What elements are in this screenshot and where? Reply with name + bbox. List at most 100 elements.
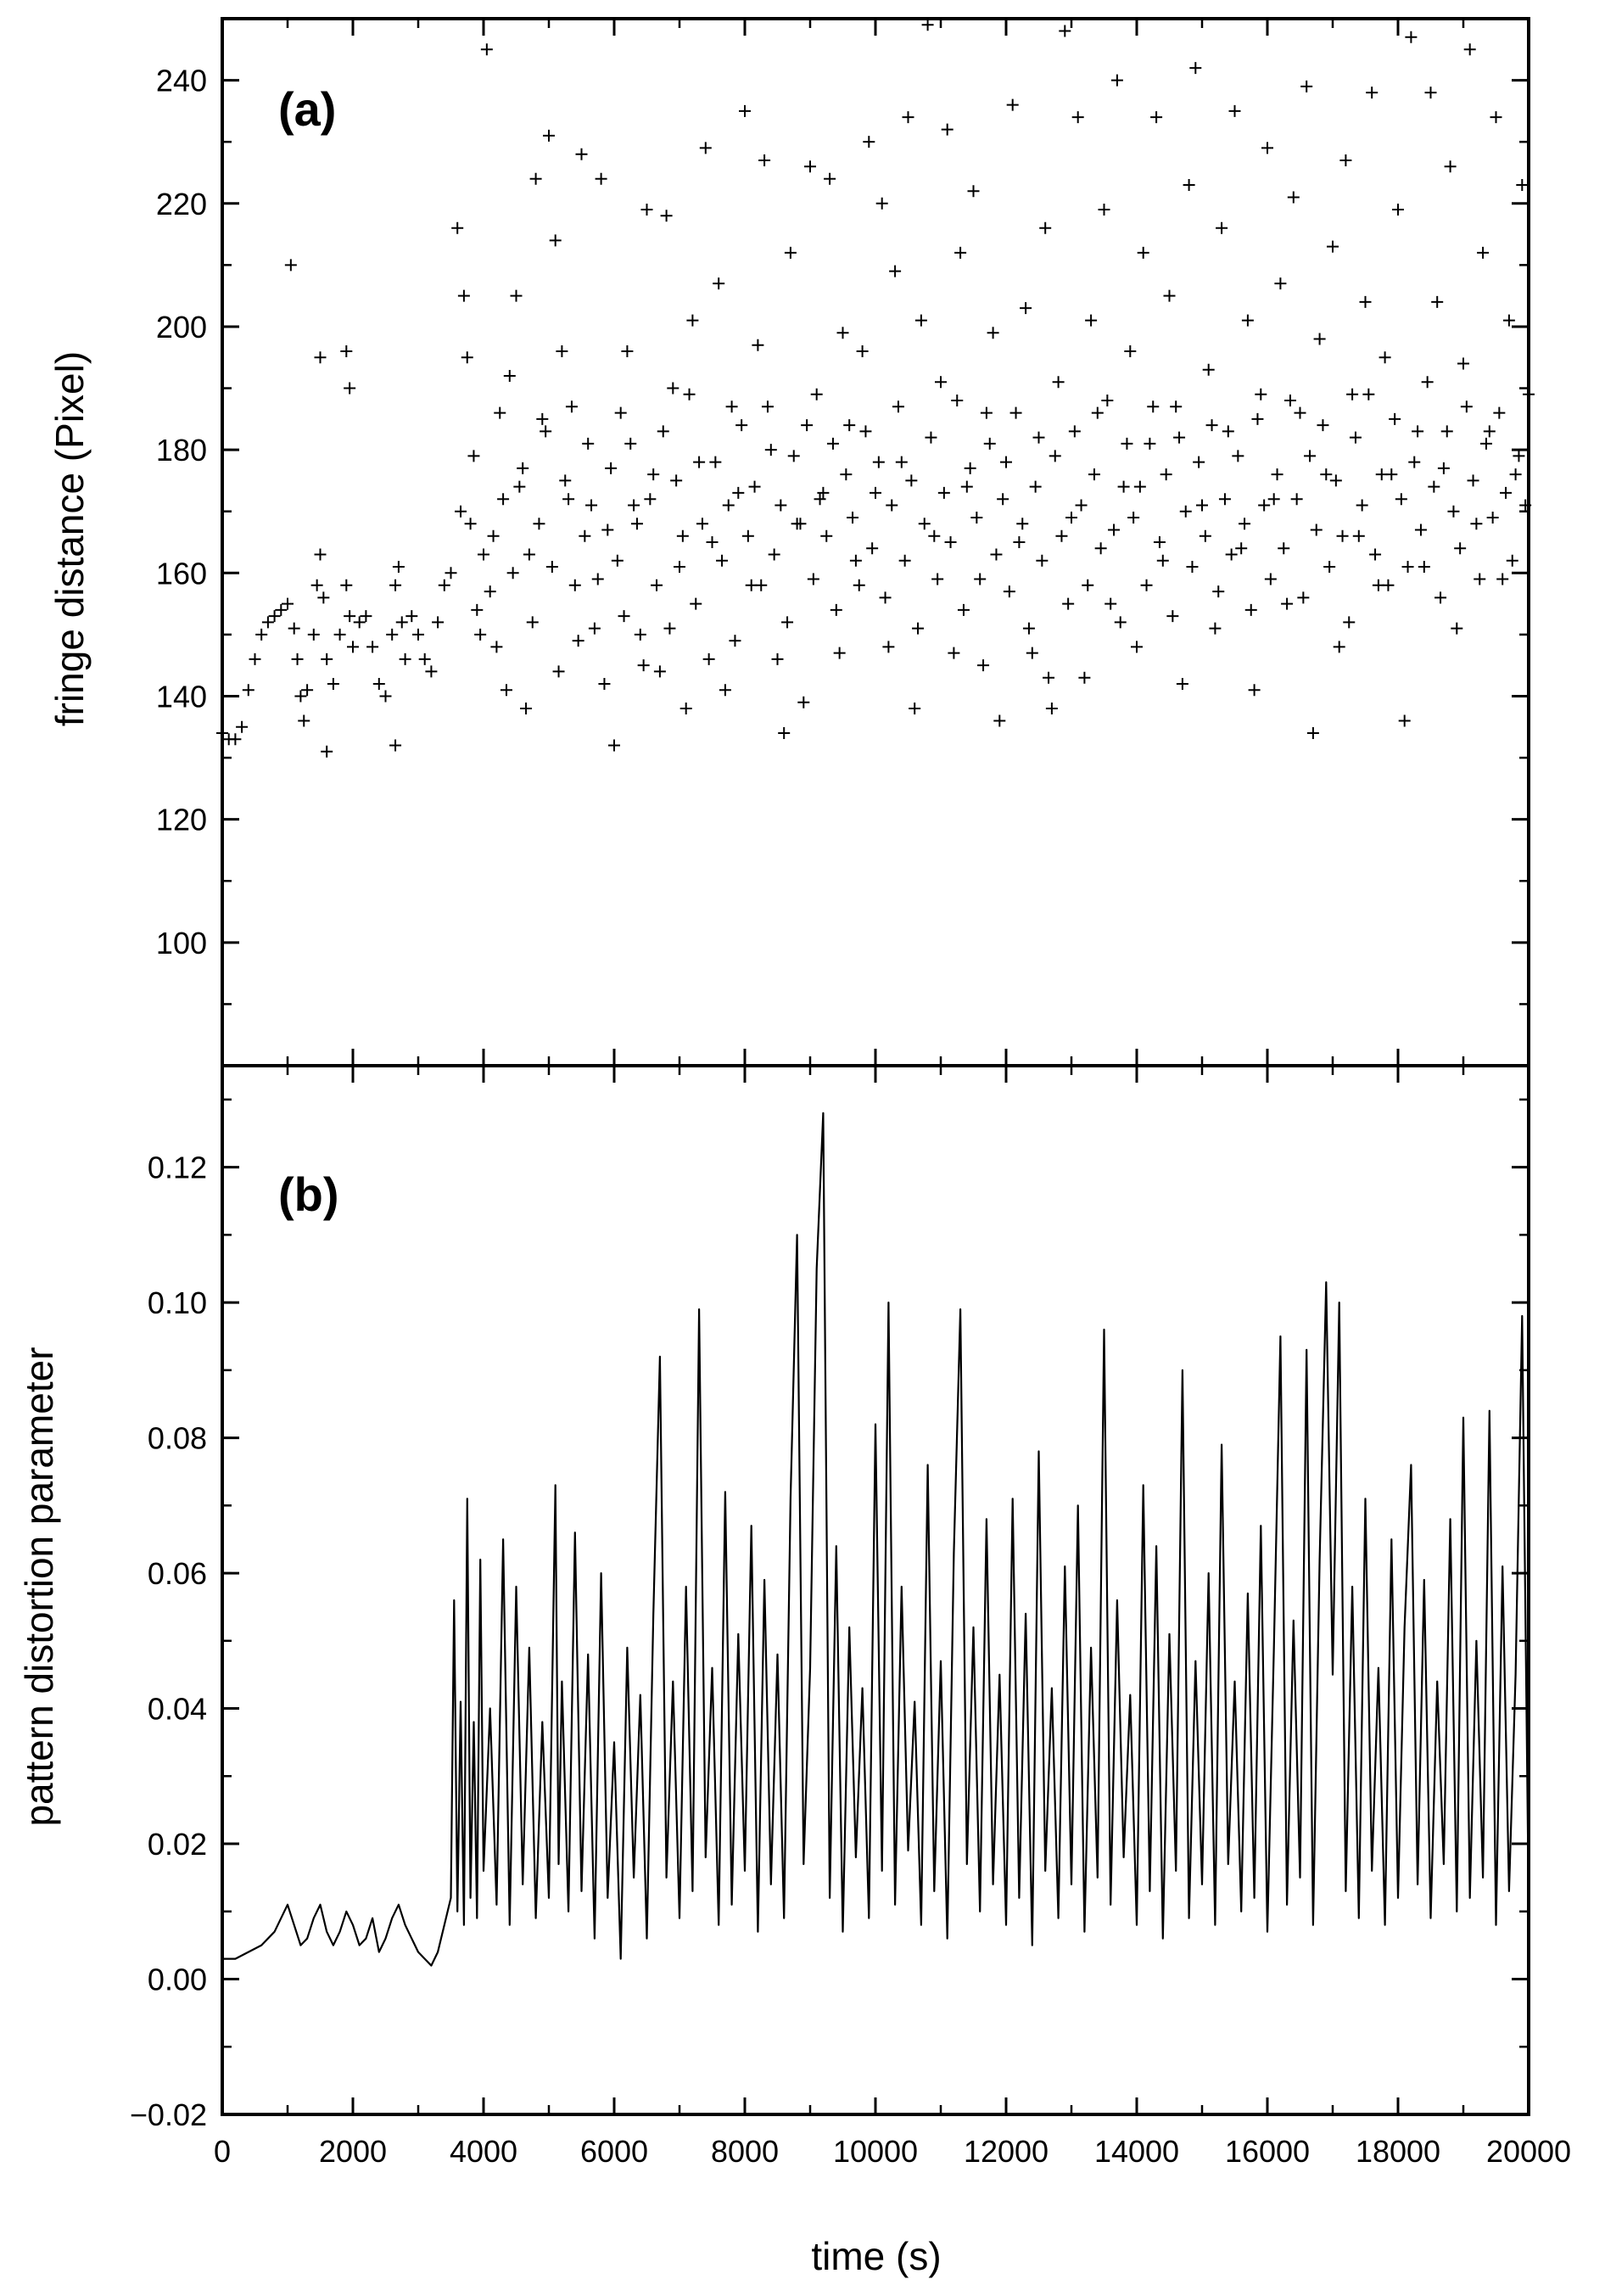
data-point: [494, 406, 506, 419]
data-point: [529, 172, 542, 185]
data-point: [1310, 524, 1323, 536]
data-point: [425, 665, 438, 678]
data-point: [389, 739, 402, 752]
data-point: [1196, 499, 1208, 512]
data-point: [1082, 579, 1094, 591]
data-point: [598, 677, 611, 690]
y-tick-label: 180: [156, 433, 207, 468]
data-point: [1395, 493, 1407, 506]
panel-a-y-axis-title: fringe distance (Pixel): [48, 351, 92, 726]
data-point: [1153, 536, 1166, 548]
data-point: [1244, 603, 1257, 616]
data-point: [1049, 450, 1061, 462]
data-point: [676, 529, 689, 542]
data-point: [1418, 561, 1430, 574]
data-point: [317, 591, 330, 604]
data-point: [637, 659, 650, 672]
data-point: [562, 493, 575, 506]
panel-b-plot-area: (b) pattern distortion parameter time (s…: [17, 1064, 1571, 2278]
data-point: [523, 548, 535, 561]
data-point: [478, 548, 489, 561]
data-point: [1474, 573, 1486, 585]
data-point: [630, 518, 643, 530]
data-point: [1199, 529, 1211, 542]
data-point: [859, 425, 872, 438]
data-point: [1486, 511, 1499, 524]
data-point: [294, 690, 307, 703]
data-point: [1059, 25, 1071, 37]
data-point: [944, 536, 957, 548]
data-point: [1339, 154, 1352, 166]
data-point: [960, 480, 973, 493]
data-point: [1389, 412, 1401, 425]
data-point: [1088, 468, 1100, 481]
data-point: [471, 603, 484, 616]
data-point: [843, 419, 856, 432]
data-point: [856, 344, 869, 357]
data-point: [1454, 542, 1467, 555]
data-point: [849, 554, 862, 567]
data-point: [679, 702, 692, 714]
data-point: [817, 486, 830, 499]
data-point: [889, 265, 902, 277]
data-point: [951, 395, 964, 407]
data-point: [1193, 456, 1205, 468]
data-point: [520, 702, 533, 714]
data-point: [321, 652, 333, 665]
data-point: [1493, 406, 1506, 419]
data-point: [1170, 400, 1183, 413]
data-point: [1156, 554, 1169, 567]
data-point: [1496, 573, 1509, 585]
data-point: [735, 419, 748, 432]
data-point: [954, 246, 967, 259]
data-point: [1186, 561, 1199, 574]
data-point: [875, 197, 888, 210]
y-tick-label: 240: [156, 64, 207, 98]
data-point: [353, 616, 366, 629]
data-point: [1343, 616, 1356, 629]
data-point: [836, 327, 849, 339]
data-point: [872, 456, 885, 468]
data-point: [321, 745, 333, 758]
data-point: [1098, 204, 1110, 216]
data-point: [1405, 31, 1418, 43]
data-point: [748, 480, 761, 493]
data-point: [467, 450, 480, 462]
y-tick-label: 160: [156, 556, 207, 591]
data-point: [1043, 671, 1055, 684]
data-point: [517, 462, 529, 474]
data-point: [1232, 450, 1244, 462]
data-point: [457, 289, 470, 302]
data-point: [1352, 529, 1365, 542]
y-tick-label: 120: [156, 803, 207, 837]
data-point: [833, 647, 846, 659]
data-point: [461, 351, 473, 364]
data-point: [1228, 104, 1241, 117]
data-point: [870, 486, 881, 499]
data-point: [1032, 431, 1045, 444]
data-point: [1447, 505, 1460, 518]
data-point: [236, 720, 249, 733]
data-point: [1440, 425, 1453, 438]
data-point: [588, 622, 601, 635]
data-point: [490, 641, 503, 653]
data-point: [301, 684, 314, 697]
data-point: [526, 616, 539, 629]
data-point: [1271, 468, 1283, 481]
data-point: [1362, 388, 1375, 400]
data-point: [755, 579, 768, 591]
data-point: [474, 628, 487, 641]
data-point: [1091, 406, 1104, 419]
data-point: [1470, 518, 1483, 530]
data-point: [741, 529, 754, 542]
data-point: [624, 437, 637, 450]
data-point: [1502, 314, 1515, 327]
data-point: [775, 499, 787, 512]
data-point: [1013, 536, 1026, 548]
data-point: [902, 111, 914, 124]
data-point: [892, 400, 904, 413]
y-tick-label: 200: [156, 310, 207, 344]
data-point: [1020, 302, 1032, 315]
data-point: [1264, 573, 1277, 585]
data-point: [1235, 542, 1248, 555]
